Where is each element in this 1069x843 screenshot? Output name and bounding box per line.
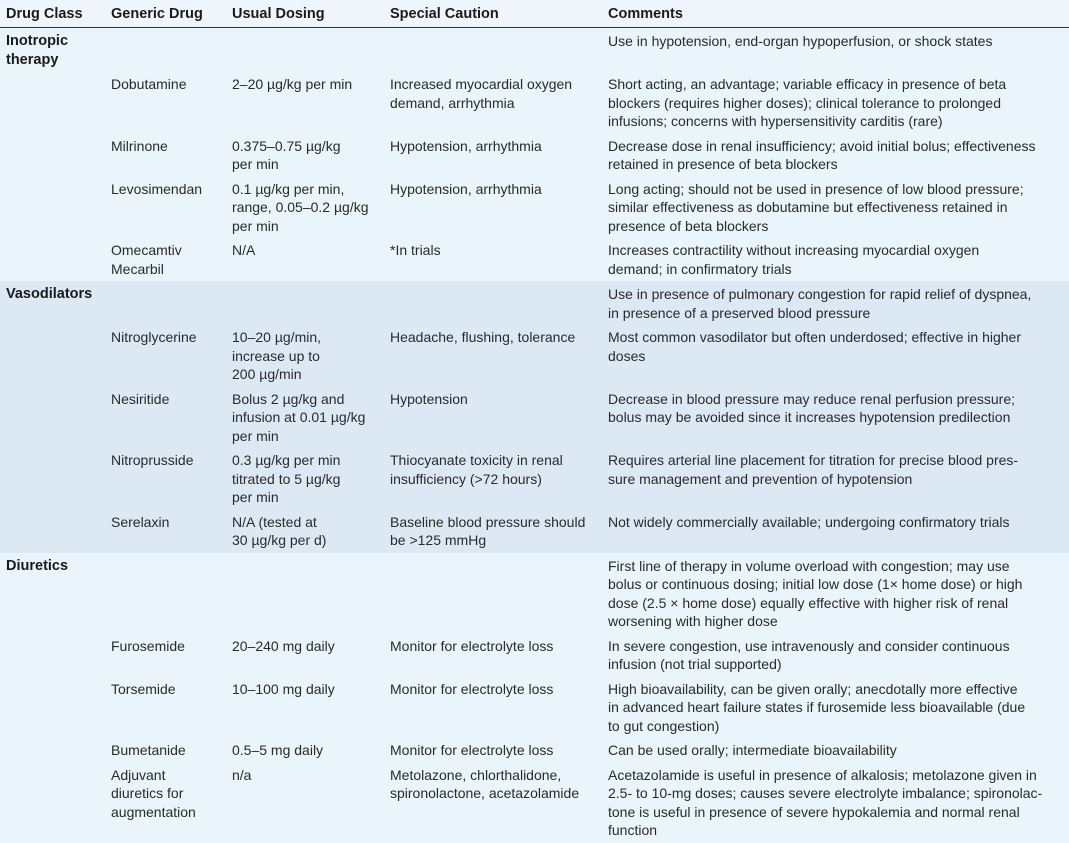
header-usual-dosing: Usual Dosing [226, 0, 384, 28]
comments: Acetazolamide is useful in presence of a… [602, 762, 1069, 843]
empty-cell [0, 72, 105, 134]
empty-cell [226, 281, 384, 325]
usual-dosing: 0.3 µg/kg per min titrated to 5 µg/kg pe… [226, 448, 384, 510]
empty-cell [0, 762, 105, 843]
table-row: Torsemide 10–100 mg daily Monitor for elec… [0, 676, 1069, 738]
special-caution: Monitor for electrolyte loss [384, 676, 602, 738]
header-drug-class: Drug Class [0, 0, 105, 28]
comments: Long acting; should not be used in prese… [602, 176, 1069, 238]
empty-cell [384, 552, 602, 634]
empty-cell [0, 509, 105, 553]
table-row: Serelaxin N/A (tested at 30 µg/kg per d) B… [0, 509, 1069, 553]
comments: Most common vasodilator but often underd… [602, 325, 1069, 387]
generic-drug: Torsemide [105, 676, 226, 738]
comments: Not widely commercially available; under… [602, 509, 1069, 553]
special-caution: Metolazone, chlorthalidone, spironolacto… [384, 762, 602, 843]
empty-cell [0, 133, 105, 177]
empty-cell [105, 552, 226, 634]
special-caution: Monitor for electrolyte loss [384, 633, 602, 677]
drug-class: Vasodilators [0, 281, 105, 325]
empty-cell [384, 27, 602, 72]
header-comments: Comments [602, 0, 1069, 28]
empty-cell [0, 738, 105, 763]
header-row: Drug Class Generic Drug Usual Dosing Spe… [0, 0, 1069, 28]
usual-dosing: 0.375–0.75 µg/kg per min [226, 133, 384, 177]
table-row: Adjuvant diuretics for augmentation n/a Me… [0, 762, 1069, 843]
usual-dosing: N/A [226, 238, 384, 281]
special-caution: Increased myocardial oxygen demand, arrh… [384, 72, 602, 134]
table-row: Dobutamine 2–20 µg/kg per min Increased my… [0, 72, 1069, 134]
special-caution: Hypotension [384, 386, 602, 448]
generic-drug: Bumetanide [105, 738, 226, 763]
comments: Decrease dose in renal insufficiency; av… [602, 133, 1069, 177]
comments: Decrease in blood pressure may reduce re… [602, 386, 1069, 448]
usual-dosing: 10–20 µg/min, increase up to 200 µg/min [226, 325, 384, 387]
comments: Can be used orally; intermediate bioavai… [602, 738, 1069, 763]
usual-dosing: 20–240 mg daily [226, 633, 384, 677]
table-row: Nitroprusside 0.3 µg/kg per min titrated … [0, 448, 1069, 510]
usual-dosing: 2–20 µg/kg per min [226, 72, 384, 134]
empty-cell [105, 281, 226, 325]
special-caution: Baseline blood pressure should be >125 m… [384, 509, 602, 553]
generic-drug: Nesiritide [105, 386, 226, 448]
header-special-caution: Special Caution [384, 0, 602, 28]
empty-cell [0, 176, 105, 238]
table-row: Omecamtiv Mecarbil N/A *In trials Increases… [0, 238, 1069, 281]
usual-dosing: n/a [226, 762, 384, 843]
table-row: Nitroglycerine 10–20 µg/min, increase up … [0, 325, 1069, 387]
special-caution: Hypotension, arrhythmia [384, 176, 602, 238]
section-comment: First line of therapy in volume overload… [602, 552, 1069, 634]
empty-cell [0, 325, 105, 387]
section-row: Vasodilators Use in presence of pulmonary… [0, 281, 1069, 325]
generic-drug: Nitroprusside [105, 448, 226, 510]
section-row: Diuretics First line of therapy in volume… [0, 552, 1069, 634]
usual-dosing: 0.1 µg/kg per min, range, 0.05–0.2 µg/kg… [226, 176, 384, 238]
empty-cell [0, 448, 105, 510]
generic-drug: Omecamtiv Mecarbil [105, 238, 226, 281]
generic-drug: Dobutamine [105, 72, 226, 134]
special-caution: Monitor for electrolyte loss [384, 738, 602, 763]
special-caution: Thiocyanate toxicity in renal insufficie… [384, 448, 602, 510]
empty-cell [226, 27, 384, 72]
table-row: Furosemide 20–240 mg daily Monitor for ele… [0, 633, 1069, 677]
generic-drug: Serelaxin [105, 509, 226, 553]
usual-dosing: Bolus 2 µg/kg and infusion at 0.01 µg/kg… [226, 386, 384, 448]
generic-drug: Levosimendan [105, 176, 226, 238]
drug-class: Diuretics [0, 552, 105, 634]
section-row: Inotropic therapy Use in hypotension, end… [0, 27, 1069, 72]
table-row: Milrinone 0.375–0.75 µg/kg per min Hypoten… [0, 133, 1069, 177]
usual-dosing: 0.5–5 mg daily [226, 738, 384, 763]
drug-class: Inotropic therapy [0, 27, 105, 72]
empty-cell [0, 676, 105, 738]
generic-drug: Nitroglycerine [105, 325, 226, 387]
special-caution: Hypotension, arrhythmia [384, 133, 602, 177]
empty-cell [105, 27, 226, 72]
empty-cell [384, 281, 602, 325]
empty-cell [0, 386, 105, 448]
generic-drug: Adjuvant diuretics for augmentation [105, 762, 226, 843]
table-row: Levosimendan 0.1 µg/kg per min, range, 0.… [0, 176, 1069, 238]
generic-drug: Milrinone [105, 133, 226, 177]
header-generic-drug: Generic Drug [105, 0, 226, 28]
comments: Increases contractility without increasi… [602, 238, 1069, 281]
special-caution: *In trials [384, 238, 602, 281]
table-row: Nesiritide Bolus 2 µg/kg and infusion at … [0, 386, 1069, 448]
empty-cell [226, 552, 384, 634]
generic-drug: Furosemide [105, 633, 226, 677]
empty-cell [0, 238, 105, 281]
special-caution: Headache, flushing, tolerance [384, 325, 602, 387]
comments: Requires arterial line placement for tit… [602, 448, 1069, 510]
comments: In severe congestion, use intravenously … [602, 633, 1069, 677]
empty-cell [0, 633, 105, 677]
usual-dosing: N/A (tested at 30 µg/kg per d) [226, 509, 384, 553]
section-comment: Use in presence of pulmonary congestion … [602, 281, 1069, 325]
comments: Short acting, an advantage; variable eff… [602, 72, 1069, 134]
comments: High bioavailability, can be given orall… [602, 676, 1069, 738]
usual-dosing: 10–100 mg daily [226, 676, 384, 738]
table-row: Bumetanide 0.5–5 mg daily Monitor for elec… [0, 738, 1069, 763]
section-comment: Use in hypotension, end-organ hypoperfus… [602, 27, 1069, 72]
